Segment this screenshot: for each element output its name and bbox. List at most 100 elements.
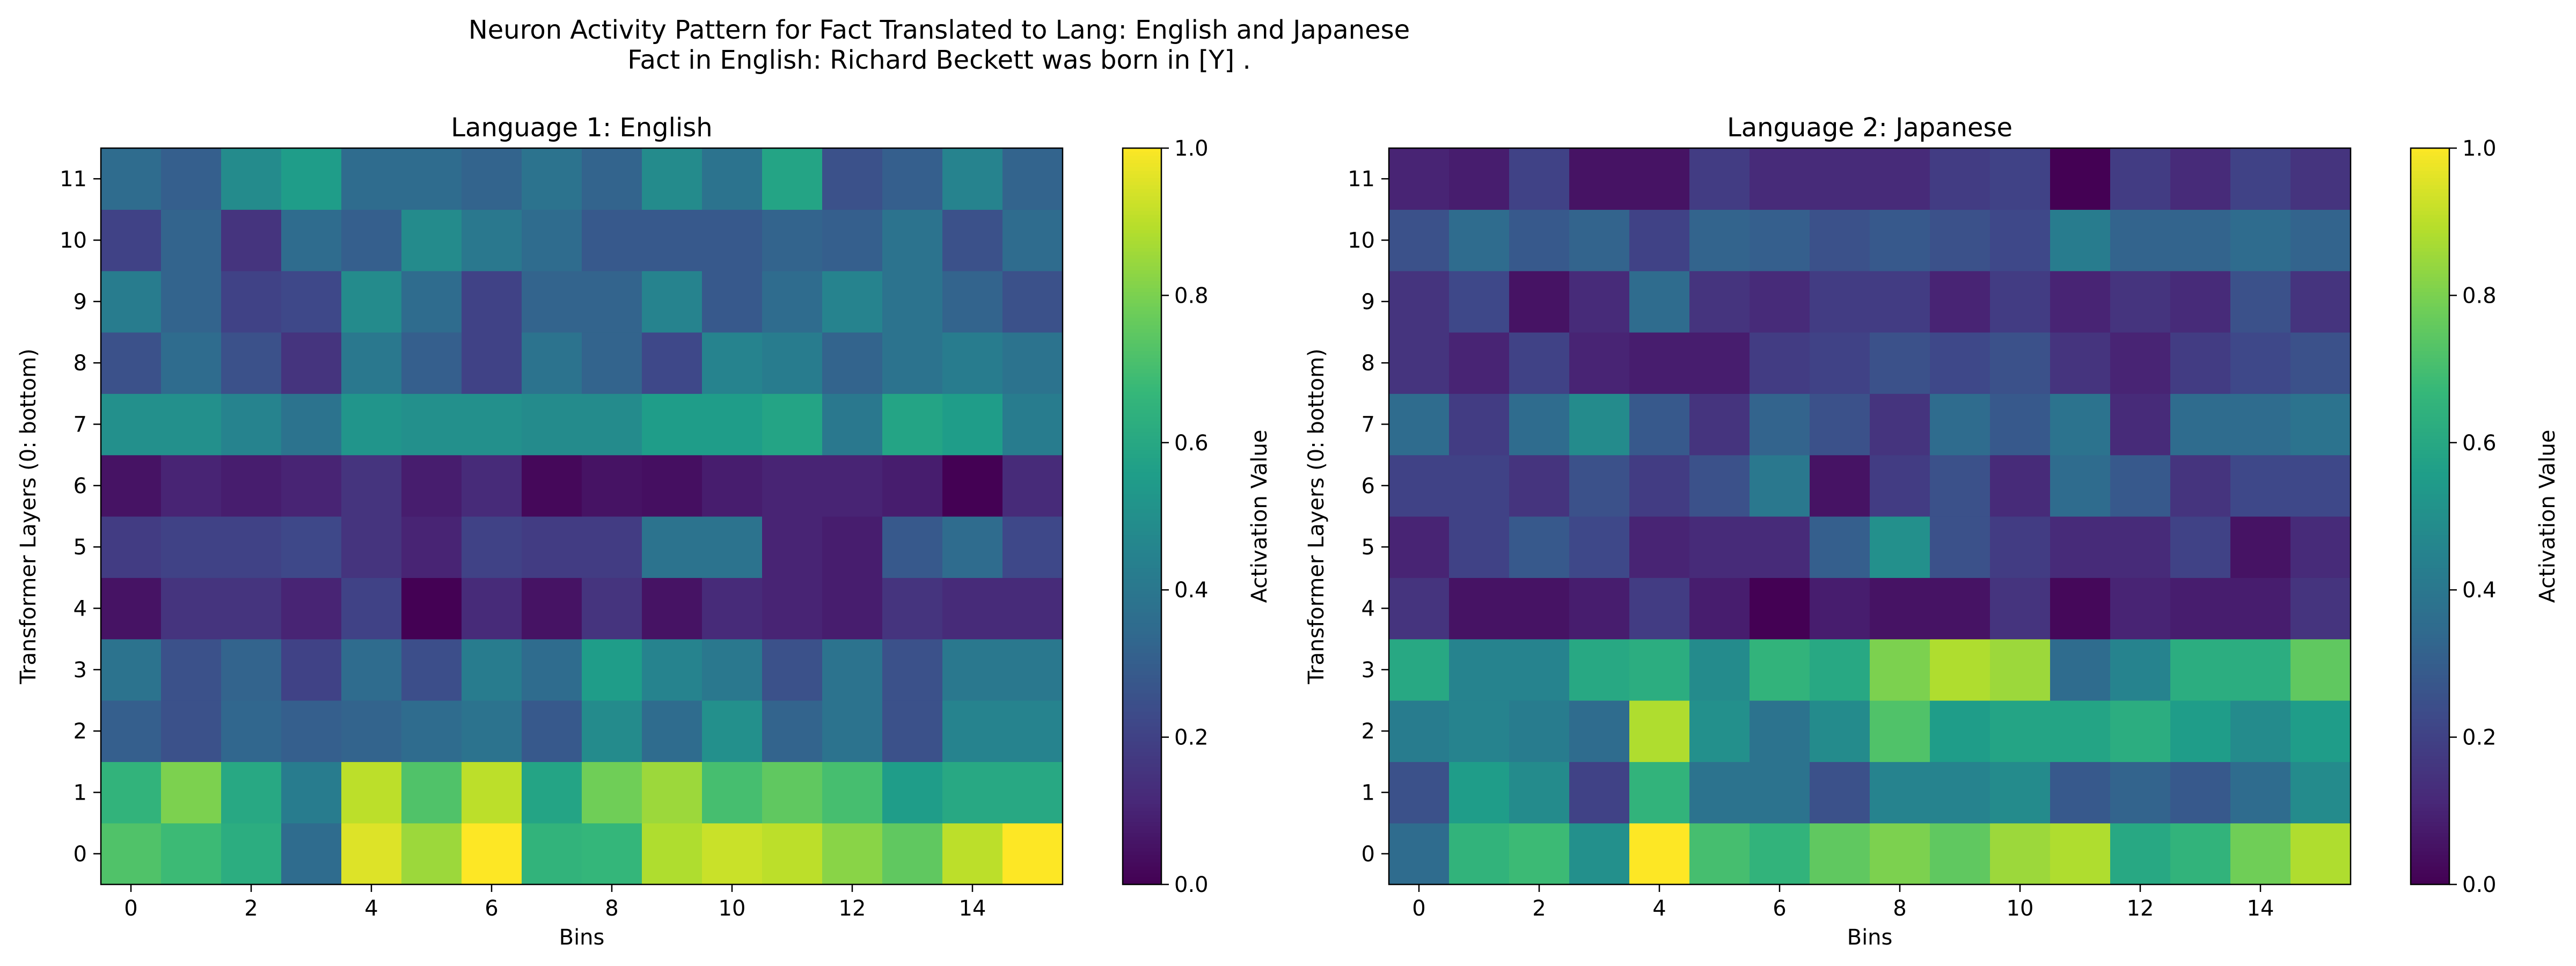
colorbar-segment xyxy=(2411,582,2449,587)
heatmap-cell xyxy=(401,455,462,517)
colorbar-segment xyxy=(2411,836,2449,841)
heatmap-cell xyxy=(1002,700,1063,762)
colorbar-segment xyxy=(2411,619,2449,624)
colorbar-segment xyxy=(1123,376,1161,380)
heatmap-cell xyxy=(2110,209,2171,272)
colorbar-segment xyxy=(1123,781,1161,786)
heatmap-cell xyxy=(401,639,462,701)
heatmap-cell xyxy=(2230,516,2291,578)
colorbar-segment xyxy=(2411,586,2449,590)
colorbar-segment xyxy=(1123,442,1161,447)
colorbar-segment xyxy=(2411,648,2449,653)
heatmap-cell xyxy=(2170,577,2231,640)
y-tick-label: 10 xyxy=(60,229,87,253)
colorbar-segment xyxy=(1123,450,1161,455)
colorbar-segment xyxy=(2411,770,2449,774)
colorbar-segment xyxy=(2411,218,2449,222)
colorbar-segment xyxy=(2411,442,2449,447)
heatmap-cell xyxy=(942,393,1003,456)
heatmap-cell xyxy=(882,762,943,824)
heatmap-cell xyxy=(522,209,582,272)
heatmap-cell xyxy=(1810,762,1870,824)
colorbar-segment xyxy=(1123,851,1161,855)
colorbar-segment xyxy=(1123,244,1161,248)
colorbar-segment xyxy=(2411,660,2449,664)
heatmap-cell xyxy=(221,639,282,701)
heatmap-cell xyxy=(822,393,883,456)
colorbar-segment xyxy=(1123,685,1161,690)
heatmap-cell xyxy=(221,823,282,885)
colorbar-segment xyxy=(2411,299,2449,303)
heatmap-cell xyxy=(582,639,642,701)
colorbar-segment xyxy=(1123,763,1161,767)
y-tick-label: 3 xyxy=(1362,658,1375,683)
heatmap-cell xyxy=(1569,700,1630,762)
colorbar-segment xyxy=(2411,450,2449,455)
heatmap-cell xyxy=(281,762,342,824)
colorbar-segment xyxy=(2411,840,2449,845)
y-tick-label: 5 xyxy=(74,535,87,560)
heatmap-cell xyxy=(642,516,702,578)
x-tick-label: 6 xyxy=(485,896,498,921)
heatmap-cell xyxy=(1389,393,1450,456)
heatmap-cell xyxy=(401,823,462,885)
heatmap-cell xyxy=(161,577,222,640)
heatmap-cell xyxy=(281,332,342,394)
colorbar-segment xyxy=(1123,479,1161,484)
colorbar-segment xyxy=(1123,358,1161,362)
colorbar-segment xyxy=(2411,166,2449,171)
colorbar-segment xyxy=(2411,177,2449,182)
heatmap-cell xyxy=(101,270,162,333)
colorbar-segment xyxy=(1123,424,1161,429)
heatmap-cell xyxy=(1689,393,1750,456)
heatmap-cell xyxy=(2170,148,2231,210)
x-tick-label: 8 xyxy=(1893,896,1906,921)
colorbar-segment xyxy=(2411,822,2449,826)
colorbar-segment xyxy=(1123,810,1161,815)
heatmap-cell xyxy=(2170,762,2231,824)
heatmap-cell xyxy=(882,209,943,272)
colorbar-segment xyxy=(2411,689,2449,694)
heatmap-cell xyxy=(221,762,282,824)
colorbar-segment xyxy=(2411,509,2449,513)
heatmap-cell xyxy=(161,209,222,272)
colorbar-segment xyxy=(2411,225,2449,230)
colorbar-tick-label: 0.6 xyxy=(1174,431,1209,456)
colorbar-segment xyxy=(1123,571,1161,576)
heatmap-cell xyxy=(462,577,522,640)
colorbar-tick-label: 0.2 xyxy=(1174,726,1209,750)
colorbar-segment xyxy=(1123,166,1161,171)
colorbar-segment xyxy=(1123,755,1161,760)
colorbar-segment xyxy=(1123,844,1161,848)
heatmap-cell xyxy=(582,762,642,824)
heatmap-cell xyxy=(882,577,943,640)
colorbar-segment xyxy=(2411,729,2449,734)
colorbar-segment xyxy=(1123,579,1161,583)
colorbar-segment xyxy=(1123,159,1161,164)
colorbar-segment xyxy=(1123,280,1161,285)
heatmap-cell xyxy=(702,823,763,885)
heatmap-cell xyxy=(1449,148,1510,210)
heatmap-cell xyxy=(1870,516,1930,578)
y-tick-label: 8 xyxy=(1362,351,1375,376)
heatmap-cell xyxy=(1509,516,1570,578)
heatmap-cell xyxy=(1449,516,1510,578)
heatmap-cell xyxy=(2290,209,2351,272)
colorbar-segment xyxy=(1123,836,1161,841)
colorbar-segment xyxy=(2411,803,2449,808)
heatmap-cell xyxy=(1509,393,1570,456)
colorbar-segment xyxy=(2411,151,2449,156)
heatmap-cell xyxy=(2290,270,2351,333)
heatmap-cell xyxy=(1629,270,1690,333)
heatmap-cell xyxy=(1870,332,1930,394)
colorbar-segment xyxy=(1123,689,1161,694)
heatmap-cell xyxy=(2290,762,2351,824)
colorbar-segment xyxy=(2411,398,2449,403)
heatmap-cell xyxy=(281,516,342,578)
heatmap-cell xyxy=(1569,393,1630,456)
heatmap-cell xyxy=(762,823,823,885)
colorbar-segment xyxy=(1123,594,1161,598)
colorbar-segment xyxy=(1123,222,1161,226)
colorbar-segment xyxy=(2411,715,2449,720)
colorbar-segment xyxy=(2411,435,2449,440)
